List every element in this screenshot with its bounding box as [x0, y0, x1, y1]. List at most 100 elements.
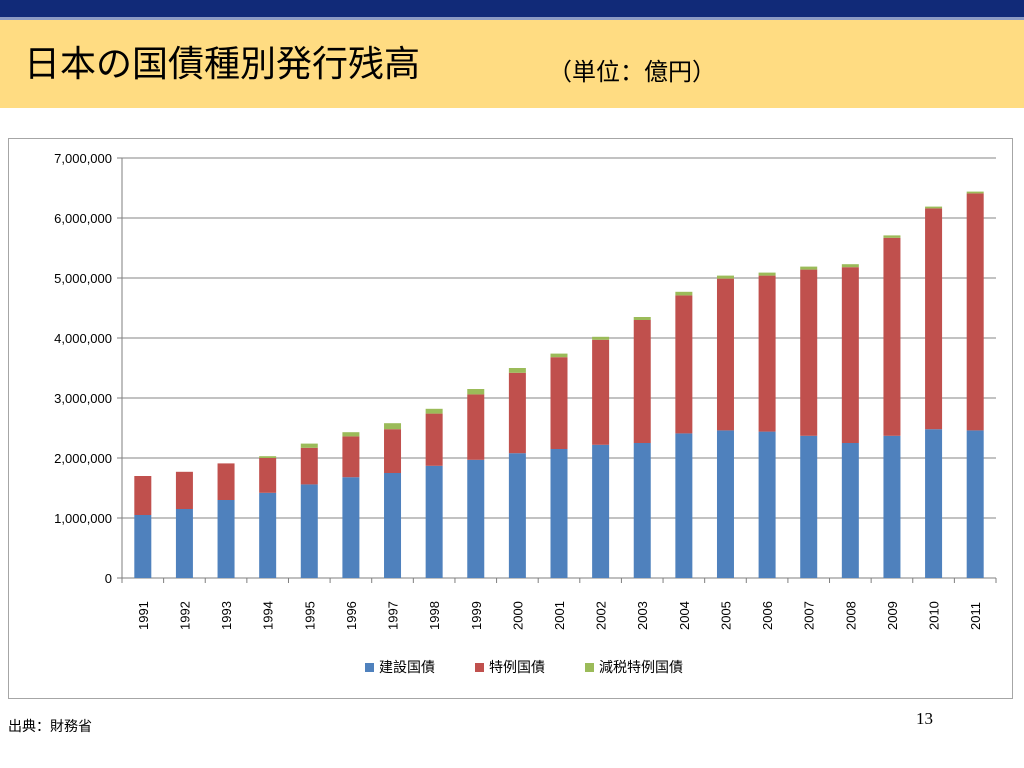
bar-建設国債-2001 — [550, 449, 568, 578]
bar-特例国債-2010 — [925, 208, 943, 430]
chart-frame: 0 1,000,000 2,000,000 3,000,000 4,000,000 5,0… — [8, 138, 1013, 699]
bar-減税特例国債-2009 — [883, 235, 901, 238]
x-tick-label: 1995 — [302, 601, 317, 630]
x-tick-label: 2006 — [760, 601, 775, 630]
x-tick-label: 2005 — [718, 601, 733, 630]
bar-減税特例国債-2011 — [966, 191, 984, 194]
bar-建設国債-2004 — [675, 433, 693, 578]
bar-建設国債-1994 — [259, 492, 277, 578]
bar-特例国債-2002 — [592, 339, 610, 445]
unit-note: （単位：億円） — [548, 58, 716, 86]
bar-特例国債-2008 — [841, 267, 859, 443]
bar-建設国債-1991 — [134, 515, 152, 578]
y-tick-label: 3,000,000 — [54, 391, 112, 406]
bar-建設国債-2007 — [800, 435, 818, 578]
bar-特例国債-1994 — [259, 458, 277, 493]
bar-減税特例国債-2005 — [716, 275, 734, 279]
bar-減税特例国債-2007 — [800, 266, 818, 270]
y-tick-label: 7,000,000 — [54, 151, 112, 166]
x-tick-label: 2010 — [927, 601, 942, 630]
bar-減税特例国債-2002 — [592, 336, 610, 340]
bar-減税特例国債-1996 — [342, 432, 360, 437]
x-tick-label: 1992 — [177, 601, 192, 630]
bar-特例国債-2003 — [633, 320, 651, 443]
bar-特例国債-1998 — [425, 413, 443, 466]
bar-特例国債-1996 — [342, 436, 360, 478]
bar-特例国債-1995 — [300, 447, 318, 485]
top-bar — [0, 0, 1024, 17]
legend-swatch-建設国債 — [365, 663, 374, 672]
bar-建設国債-2008 — [841, 443, 859, 578]
bar-特例国債-2005 — [716, 278, 734, 431]
bar-建設国債-1997 — [384, 473, 402, 578]
legend-swatch-減税特例国債 — [585, 663, 594, 672]
x-tick-label: 1996 — [344, 601, 359, 630]
bar-建設国債-1998 — [425, 465, 443, 578]
bar-建設国債-1999 — [467, 459, 485, 578]
stacked-bar-chart: 0 1,000,000 2,000,000 3,000,000 4,000,000 5,0… — [54, 151, 997, 676]
x-tick-label: 2009 — [885, 601, 900, 630]
x-tick-label: 2003 — [635, 601, 650, 630]
bar-建設国債-1995 — [300, 484, 318, 578]
y-tick-label: 5,000,000 — [54, 271, 112, 286]
bar-建設国債-1993 — [217, 500, 235, 578]
top-bar-line — [0, 17, 1024, 20]
bar-減税特例国債-1995 — [300, 443, 318, 448]
x-tick-label: 2004 — [677, 601, 692, 630]
bar-減税特例国債-1998 — [425, 408, 443, 414]
legend-swatch-特例国債 — [475, 663, 484, 672]
legend-label-特例国債: 特例国債 — [489, 660, 545, 676]
bar-減税特例国債-2001 — [550, 353, 568, 358]
x-tick-label: 2001 — [552, 601, 567, 630]
bar-特例国債-1992 — [175, 471, 193, 509]
bar-建設国債-2006 — [758, 431, 776, 578]
bar-減税特例国債-2004 — [675, 291, 693, 296]
bar-特例国債-1993 — [217, 463, 235, 500]
bar-特例国債-2000 — [508, 372, 526, 454]
bar-減税特例国債-1999 — [467, 389, 485, 395]
x-tick-label: 2000 — [510, 601, 525, 630]
x-tick-label: 1994 — [261, 601, 276, 630]
x-tick-label: 2002 — [594, 601, 609, 630]
bar-特例国債-2007 — [800, 269, 818, 436]
x-tick-label: 1993 — [219, 601, 234, 630]
y-tick-label: 4,000,000 — [54, 331, 112, 346]
bar-建設国債-2009 — [883, 435, 901, 578]
bar-建設国債-2002 — [592, 444, 610, 578]
bar-特例国債-1997 — [384, 429, 402, 473]
bar-建設国債-2005 — [716, 430, 734, 578]
bar-減税特例国債-2010 — [925, 206, 943, 209]
slide-title: 日本の国債種別発行残高 — [24, 44, 421, 85]
bar-減税特例国債-2006 — [758, 272, 776, 276]
bar-減税特例国債-2003 — [633, 317, 651, 320]
bar-特例国債-2006 — [758, 275, 776, 432]
bar-建設国債-2000 — [508, 453, 526, 578]
x-tick-label: 1998 — [427, 601, 442, 630]
y-tick-label: 1,000,000 — [54, 511, 112, 526]
bar-減税特例国債-2000 — [508, 368, 526, 373]
bar-減税特例国債-1994 — [259, 456, 277, 458]
y-tick-label: 6,000,000 — [54, 211, 112, 226]
bar-建設国債-2003 — [633, 443, 651, 578]
x-tick-label: 1991 — [136, 601, 151, 630]
title-band — [0, 20, 1024, 108]
bar-特例国債-2001 — [550, 357, 568, 449]
y-tick-label: 0 — [105, 571, 112, 586]
bar-特例国債-1999 — [467, 394, 485, 460]
y-tick-label: 2,000,000 — [54, 451, 112, 466]
page-number: 13 — [916, 709, 933, 728]
x-tick-label: 1999 — [469, 601, 484, 630]
x-tick-label: 1997 — [386, 601, 401, 630]
bar-特例国債-2004 — [675, 295, 693, 434]
bar-特例国債-1991 — [134, 476, 152, 515]
x-tick-label: 2008 — [843, 601, 858, 630]
bar-減税特例国債-2008 — [841, 264, 859, 268]
source-note: 出典：財務省 — [8, 719, 92, 735]
bar-建設国債-1992 — [175, 509, 193, 578]
x-tick-label: 2011 — [968, 602, 983, 630]
legend-label-建設国債: 建設国債 — [379, 660, 435, 676]
bar-建設国債-2011 — [966, 430, 984, 578]
x-tick-label: 2007 — [802, 601, 817, 630]
bar-特例国債-2009 — [883, 237, 901, 436]
bar-建設国債-1996 — [342, 477, 360, 578]
